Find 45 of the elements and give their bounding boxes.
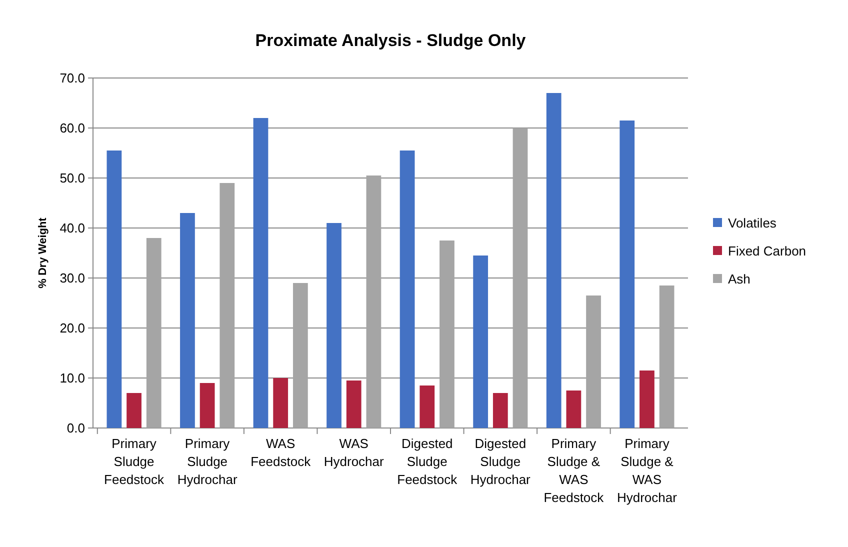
y-tick-label: 70.0 [60, 70, 85, 86]
bar [440, 240, 454, 428]
y-axis-title: % Dry Weight [37, 217, 49, 288]
bar [546, 93, 562, 428]
x-tick-label: WAS Hydrochar [324, 436, 385, 469]
x-tick-label: Primary Sludge & WAS Hydrochar [616, 436, 678, 505]
bar [346, 380, 362, 428]
bar [492, 393, 508, 428]
bar [420, 386, 435, 428]
x-tick-label: Primary Sludge Feedstock [104, 436, 165, 487]
bar [640, 370, 654, 428]
y-tick-label: 60.0 [60, 120, 85, 136]
y-tick-label: 50.0 [60, 170, 85, 186]
bar [326, 223, 342, 428]
bar [146, 238, 162, 428]
bar [273, 378, 288, 428]
bar [253, 118, 268, 428]
y-tick-label: 20.0 [60, 320, 85, 336]
y-tick-label: 40.0 [60, 220, 85, 236]
bar [659, 286, 674, 428]
legend-label: Fixed Carbon [728, 244, 806, 259]
y-tick-label: 10.0 [60, 370, 85, 386]
bar [586, 296, 601, 428]
y-tick-label: 0.0 [66, 420, 85, 436]
x-tick-label: Digested Sludge Feedstock [397, 436, 458, 487]
x-tick-label: Digested Sludge Hydrochar [470, 436, 532, 487]
legend-label: Volatiles [728, 216, 777, 231]
bar [292, 283, 308, 428]
bar [400, 150, 415, 428]
x-tick-label: WAS Feedstock [250, 436, 312, 469]
bar [200, 383, 215, 428]
bar [566, 390, 582, 428]
x-tick-label: Primary Sludge & WAS Feedstock [544, 436, 604, 505]
bar [106, 150, 122, 428]
bar [180, 213, 195, 428]
chart-title: Proximate Analysis - Sludge Only [255, 31, 526, 50]
bar [512, 128, 528, 428]
bar [366, 176, 382, 428]
bar [220, 183, 235, 428]
bar [473, 256, 488, 428]
bar [620, 120, 635, 428]
x-tick-label: Primary Sludge Hydrochar [177, 436, 238, 487]
legend-label: Ash [728, 272, 750, 287]
y-tick-label: 30.0 [60, 270, 85, 286]
bar [126, 393, 142, 428]
